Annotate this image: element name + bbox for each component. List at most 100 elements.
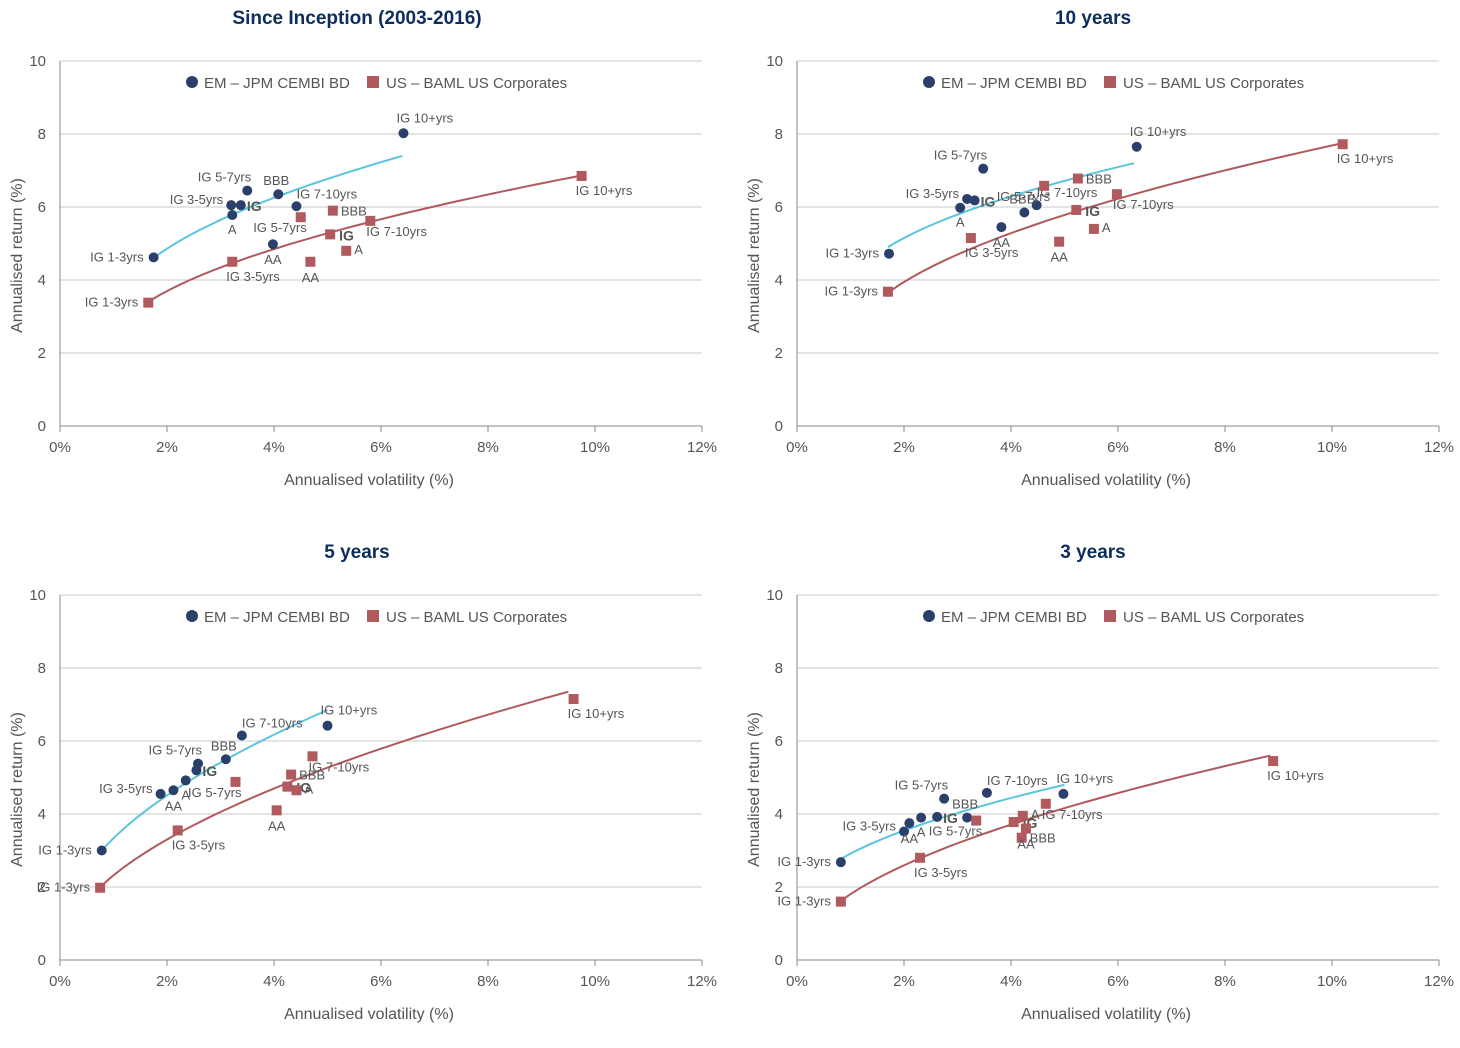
y-axis-label: Annualised return (%) xyxy=(9,712,26,867)
em-point xyxy=(322,720,333,731)
y-tick-label: 10 xyxy=(766,587,783,604)
y-tick-label: 2 xyxy=(775,879,783,896)
us-point xyxy=(835,896,846,907)
em-trend-line xyxy=(839,783,1065,861)
legend-em-marker xyxy=(923,76,935,88)
x-tick-label: 4% xyxy=(1000,973,1022,990)
em-trend-line xyxy=(887,162,1135,248)
us-point-label: IG 10+yrs xyxy=(1267,768,1324,783)
us-trend-line xyxy=(147,175,580,303)
y-tick-label: 10 xyxy=(766,53,783,70)
us-point-label: IG 5-7yrs xyxy=(253,220,307,235)
us-trend-line xyxy=(839,754,1271,903)
em-point-label: BBB xyxy=(1009,191,1035,206)
chart-5-years: 5 years 0 2 4 6 8 10 0% 2% 4% 6% 8% 10% 12% Annualised… xyxy=(9,542,717,1023)
em-point xyxy=(939,793,950,804)
em-point-label: IG 3-5yrs xyxy=(170,192,224,207)
em-point-label: IG xyxy=(981,193,996,209)
us-point xyxy=(282,781,293,792)
em-point xyxy=(1058,788,1069,799)
x-tick-label: 8% xyxy=(477,973,499,990)
em-point-label: IG 10+yrs xyxy=(1056,771,1113,786)
legend-us-marker xyxy=(1104,610,1116,622)
chart-title: 10 years xyxy=(1055,8,1131,29)
us-point xyxy=(882,286,893,297)
y-tick-label: 6 xyxy=(38,733,46,750)
us-point xyxy=(291,785,302,796)
x-axis-label: Annualised volatility (%) xyxy=(1021,1006,1191,1023)
chart-3-years: 3 years 0 2 4 6 8 10 0% 2% 4% 6% 8% 10% 12% Annualised… xyxy=(746,542,1454,1023)
us-point xyxy=(915,852,926,863)
em-point-label: IG 1-3yrs xyxy=(38,843,92,858)
legend-us-marker xyxy=(1104,76,1116,88)
us-point-label: IG 10+yrs xyxy=(1337,151,1394,166)
us-point xyxy=(576,170,587,181)
y-axis-label: Annualised return (%) xyxy=(9,178,26,333)
chart-panel-10-years: 10 years 0 2 4 6 8 10 0% 2% 4% 6% 8% 10% 12% Annualise… xyxy=(737,0,1460,514)
us-point-label: IG 1-3yrs xyxy=(85,295,139,310)
em-point xyxy=(1031,200,1042,211)
legend-em-label: EM – JPM CEMBI BD xyxy=(204,75,350,92)
em-point-label: IG 7-10yrs xyxy=(296,186,357,201)
em-point-label: IG 5-7yrs xyxy=(934,148,988,163)
us-point-label: IG 10+yrs xyxy=(568,706,625,721)
us-point xyxy=(1039,180,1050,191)
em-point-label: A xyxy=(228,222,237,237)
us-point xyxy=(295,212,306,223)
us-point-label: BBB xyxy=(1030,831,1056,846)
us-point-label: IG 7-10yrs xyxy=(309,759,370,774)
y-tick-label: 6 xyxy=(775,199,783,216)
us-point-label: IG 7-10yrs xyxy=(1042,807,1103,822)
x-tick-label: 8% xyxy=(477,439,499,456)
x-axis-label: Annualised volatility (%) xyxy=(284,472,454,489)
em-point xyxy=(835,857,846,868)
chart-panel-5-years: 5 years 0 2 4 6 8 10 0% 2% 4% 6% 8% 10% 12% Annualised… xyxy=(0,534,730,1048)
em-point-label: IG 1-3yrs xyxy=(826,246,880,261)
us-point xyxy=(971,815,982,826)
em-point xyxy=(962,193,973,204)
us-point-label: IG 1-3yrs xyxy=(824,284,878,299)
y-axis-label: Annualised return (%) xyxy=(746,712,763,867)
em-point-label: IG 1-3yrs xyxy=(90,249,144,264)
us-point-label: A xyxy=(304,781,313,796)
y-tick-label: 8 xyxy=(775,126,783,143)
us-point xyxy=(1054,236,1065,247)
em-point xyxy=(899,826,909,837)
y-tick-label: 2 xyxy=(775,345,783,362)
em-point xyxy=(932,811,943,822)
us-point xyxy=(307,751,318,762)
legend-us-label: US – BAML US Corporates xyxy=(386,609,567,626)
us-point xyxy=(271,805,282,816)
us-point xyxy=(325,229,336,240)
us-point xyxy=(327,205,338,216)
us-point-label: IG 7-10yrs xyxy=(1113,197,1174,212)
x-tick-label: 2% xyxy=(156,439,178,456)
y-tick-label: 0 xyxy=(38,418,46,435)
y-axis-label: Annualised return (%) xyxy=(746,178,763,333)
em-point-label: IG 7-10yrs xyxy=(1037,185,1098,200)
us-point xyxy=(227,256,238,267)
em-point xyxy=(168,785,179,796)
us-point-label: IG 7-10yrs xyxy=(366,224,427,239)
x-tick-label: 4% xyxy=(263,973,285,990)
x-tick-label: 4% xyxy=(1000,439,1022,456)
x-tick-label: 12% xyxy=(1424,973,1454,990)
us-point xyxy=(286,769,297,780)
em-point xyxy=(978,163,989,174)
legend: EM – JPM CEMBI BD US – BAML US Corporates xyxy=(186,75,567,92)
y-tick-label: 8 xyxy=(38,126,46,143)
y-tick-label: 10 xyxy=(29,53,46,70)
em-point-label: IG 3-5yrs xyxy=(99,781,153,796)
us-point-label: AA xyxy=(1017,837,1035,852)
x-tick-label: 10% xyxy=(580,439,610,456)
x-tick-label: 6% xyxy=(370,973,392,990)
em-point xyxy=(226,200,237,211)
legend-em-marker xyxy=(186,76,198,88)
em-point xyxy=(267,239,278,250)
us-point-label: IG 3-5yrs xyxy=(172,837,226,852)
us-point xyxy=(1268,756,1279,767)
em-point xyxy=(96,845,107,856)
us-trend-line xyxy=(887,142,1343,294)
x-tick-label: 4% xyxy=(263,439,285,456)
x-tick-label: 0% xyxy=(786,439,808,456)
